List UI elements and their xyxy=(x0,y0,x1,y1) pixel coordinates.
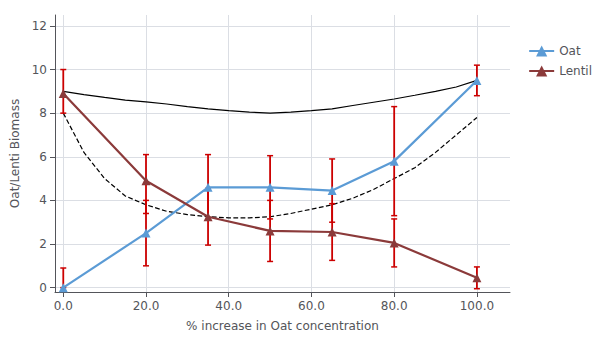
svg-text:0: 0 xyxy=(39,281,47,295)
svg-text:10: 10 xyxy=(32,63,47,77)
svg-text:12: 12 xyxy=(32,19,47,33)
svg-text:20.0: 20.0 xyxy=(133,299,160,313)
svg-text:4: 4 xyxy=(39,193,47,207)
svg-text:% increase in Oat concentratio: % increase in Oat concentration xyxy=(186,319,379,333)
svg-text:80.0: 80.0 xyxy=(381,299,408,313)
svg-text:Oat/Lenti Biomass: Oat/Lenti Biomass xyxy=(8,99,22,208)
svg-text:Oat: Oat xyxy=(559,44,581,58)
svg-text:6: 6 xyxy=(39,150,47,164)
svg-text:60.0: 60.0 xyxy=(298,299,325,313)
svg-text:2: 2 xyxy=(39,237,47,251)
svg-text:100.0: 100.0 xyxy=(460,299,494,313)
svg-text:40.0: 40.0 xyxy=(215,299,242,313)
svg-text:0.0: 0.0 xyxy=(54,299,73,313)
svg-text:8: 8 xyxy=(39,106,47,120)
svg-text:Lentil: Lentil xyxy=(559,64,592,78)
